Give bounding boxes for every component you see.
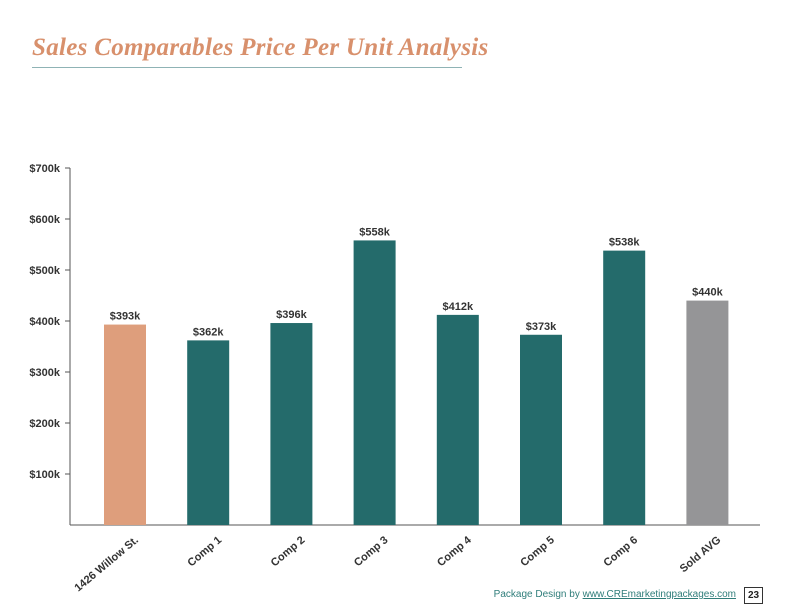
page-number: 23 (744, 587, 763, 604)
data-label: $440k (692, 287, 723, 299)
bar-comp-5 (520, 334, 562, 525)
bar-comp-6 (603, 250, 646, 525)
data-label: $396k (276, 309, 307, 321)
data-label: $412k (443, 301, 474, 313)
bar-comp-3 (353, 240, 396, 526)
data-label: $393k (110, 311, 141, 323)
x-category-label: Comp 1 (186, 534, 225, 569)
y-tick-label: $700k (29, 163, 60, 175)
footer-link[interactable]: www.CREmarketingpackages.com (582, 589, 736, 600)
y-tick-label: $400k (29, 316, 60, 328)
y-tick-label: $200k (29, 418, 60, 430)
y-tick-label: $600k (29, 214, 60, 226)
x-category-label: Comp 3 (352, 534, 391, 569)
x-category-label: Sold AVG (678, 534, 724, 575)
bar-comp-1 (187, 340, 230, 525)
x-category-label: 1426 Willow St. (72, 534, 141, 594)
x-category-label: Comp 2 (269, 534, 308, 569)
page-title: Sales Comparables Price Per Unit Analysi… (32, 34, 489, 61)
y-tick-label: $100k (29, 469, 60, 481)
data-label: $558k (359, 226, 390, 238)
data-label: $373k (526, 321, 557, 333)
x-category-label: Comp 5 (518, 534, 557, 569)
footer-prefix: Package Design by (493, 589, 580, 600)
data-label: $538k (609, 237, 640, 249)
data-label: $362k (193, 326, 224, 338)
x-category-label: Comp 6 (602, 534, 641, 569)
x-category-label: Comp 4 (435, 534, 474, 570)
y-tick-label: $300k (29, 367, 60, 379)
bar-sold-avg (686, 300, 729, 525)
bar-1426-willow-st (104, 324, 146, 525)
footer-credit: Package Design by www.CREmarketingpackag… (494, 589, 736, 600)
bar-comp-2 (270, 323, 313, 525)
title-underline (32, 67, 462, 68)
bar-comp-4 (436, 314, 479, 525)
y-tick-label: $500k (29, 265, 60, 277)
